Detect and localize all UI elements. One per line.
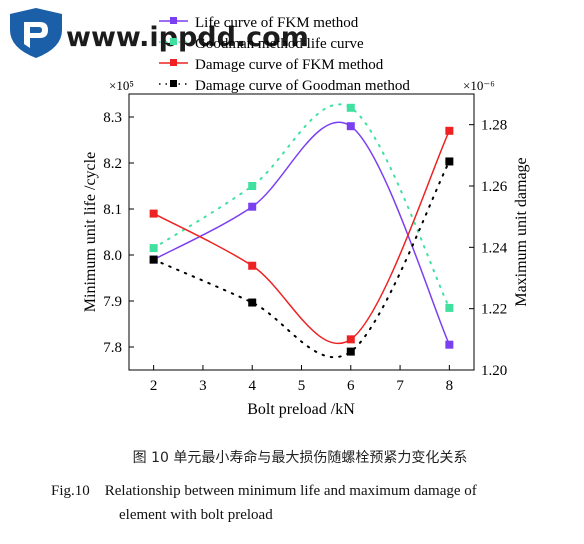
y2-multiplier: ×10⁻⁶ [463, 78, 495, 93]
plot-frame [128, 93, 475, 371]
data-point-life-curve-of-fkm-method [248, 202, 257, 211]
y-tick-label: 7.9 [103, 294, 122, 310]
caption-english-line1: Fig.10 Relationship between minimum life… [51, 483, 477, 499]
series-curves [152, 103, 451, 359]
series-markers [149, 103, 454, 356]
data-point-damage-curve-of-fkm-method [248, 261, 257, 270]
data-point-life-curve-of-fkm-method [346, 122, 355, 131]
series-line-damage-curve-of-goodman-method [152, 160, 451, 359]
y-axis-title: Minimum unit life /cycle [82, 152, 99, 312]
data-point-damage-curve-of-fkm-method [445, 126, 454, 135]
legend-label-fkm-damage: Damage curve of FKM method [195, 57, 384, 73]
data-point-goodman-method-life-curve [346, 103, 355, 112]
y-tick-label: 8.1 [103, 202, 122, 218]
legend-label-fkm-life: Life curve of FKM method [195, 15, 359, 31]
x-tick-label: 4 [248, 378, 256, 394]
data-point-goodman-method-life-curve [149, 244, 158, 253]
y-tick-label: 7.8 [103, 340, 122, 356]
y2-tick-label: 1.20 [481, 363, 507, 379]
data-point-damage-curve-of-goodman-method [346, 347, 355, 356]
y-tick-label: 8.2 [103, 156, 122, 172]
legend-label-goodman-damage: Damage curve of Goodman method [195, 78, 410, 94]
data-point-goodman-method-life-curve [445, 303, 454, 312]
caption-chinese: 图 10 单元最小寿命与最大损伤随螺栓预紧力变化关系 [133, 449, 468, 466]
legend-item-goodman-damage: Damage curve of Goodman method [159, 78, 410, 94]
series-line-damage-curve-of-fkm-method [153, 130, 451, 345]
y2-tick-label: 1.26 [481, 179, 508, 195]
data-point-damage-curve-of-fkm-method [149, 209, 158, 218]
x-axis-title: Bolt preload /kN [247, 401, 355, 418]
y-tick-label: 8.3 [103, 110, 122, 126]
data-point-damage-curve-of-goodman-method [248, 298, 257, 307]
data-point-goodman-method-life-curve [248, 182, 257, 190]
legend-item-fkm-damage: Damage curve of FKM method [159, 57, 384, 73]
y2-tick-label: 1.28 [481, 118, 507, 134]
series-line-goodman-method-life-curve [152, 103, 451, 309]
caption-english-line2: element with bolt preload [119, 507, 273, 523]
legend-item-goodman-life: Goodman method life curve [159, 36, 364, 52]
x-tick-label: 6 [347, 378, 355, 394]
x-tick-label: 7 [396, 378, 404, 394]
data-point-damage-curve-of-goodman-method [445, 157, 454, 166]
x-tick-label: 3 [199, 378, 207, 394]
data-point-damage-curve-of-goodman-method [149, 255, 158, 264]
x-tick-label: 2 [150, 378, 158, 394]
data-point-life-curve-of-fkm-method [445, 340, 454, 349]
y2-tick-label: 1.22 [481, 302, 507, 318]
shield-logo-icon [10, 8, 62, 58]
y-multiplier: ×10⁵ [109, 78, 134, 93]
legend-item-fkm-life: Life curve of FKM method [159, 15, 359, 31]
x-tick-label: 8 [446, 378, 454, 394]
y2-axis-title: Maximum unit damage [513, 157, 530, 306]
watermark-text: www.ippdd.com [66, 22, 309, 53]
x-tick-label: 5 [298, 378, 306, 394]
data-point-damage-curve-of-fkm-method [346, 335, 355, 344]
y2-tick-label: 1.24 [481, 240, 508, 256]
axis-ticks: 2 3 4 5 6 7 8 7.8 7.9 8.0 8.1 8.2 8.3 1.20 1.22 1.24 1.2… [103, 110, 508, 394]
legend-label-goodman-life: Goodman method life curve [195, 36, 364, 52]
series-line-life-curve-of-fkm-method [153, 121, 451, 346]
y-tick-label: 8.0 [103, 248, 122, 264]
legend: Life curve of FKM method Goodman method … [159, 15, 410, 94]
